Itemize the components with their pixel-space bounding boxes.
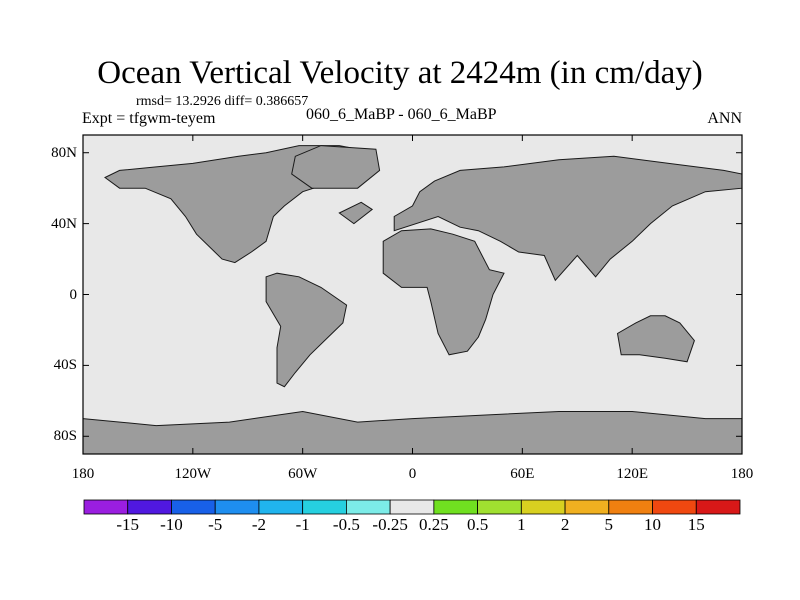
colorbar-level-label: -0.5 — [332, 515, 360, 534]
lon-tick-label: 180 — [71, 466, 95, 482]
colorbar-level-label: 2 — [560, 515, 570, 534]
colorbar-level-label: -1 — [295, 515, 310, 534]
stats-label: rmsd= 13.2926 diff= 0.386657 — [136, 94, 309, 109]
land-mask — [82, 145, 743, 455]
colorbar-level-label: -15 — [116, 515, 140, 534]
land-area — [265, 272, 348, 388]
lat-tick-label: 0 — [69, 286, 78, 303]
lon-tick-label: 60E — [510, 466, 535, 482]
lon-tick-label: 120W — [174, 466, 212, 482]
colorbar-swatch — [520, 499, 566, 515]
colorbar-swatch — [433, 499, 478, 515]
colorbar-level-label: -5 — [208, 515, 223, 534]
land-area — [291, 145, 381, 189]
lat-tick-label: 40S — [53, 357, 77, 374]
colorbar-swatch — [171, 499, 216, 515]
land-area — [382, 228, 505, 356]
colorbar-level-label: -0.25 — [372, 515, 408, 534]
colorbar-level-label: 1 — [517, 515, 526, 534]
colorbar-swatch — [608, 499, 653, 515]
colorbar-swatch — [83, 499, 129, 515]
colorbar-level-label: 10 — [644, 515, 662, 534]
colorbar-level-label: 0.25 — [418, 515, 449, 534]
colorbar-level-label: -2 — [251, 515, 266, 534]
experiment-label: Expt = tfgwm-teyem — [82, 110, 216, 127]
colorbar-swatch — [477, 499, 522, 515]
land-area — [393, 155, 743, 282]
colorbar-swatch — [695, 499, 741, 515]
case-diff-label: 060_6_MaBP - 060_6_MaBP — [306, 106, 497, 123]
colorbar-level-label: 5 — [604, 515, 614, 534]
colorbar-swatch — [564, 499, 610, 515]
colorbar-level-label: 0.5 — [466, 515, 489, 534]
land-area — [616, 315, 695, 363]
colorbar-swatch — [214, 499, 260, 515]
colorbar-swatch — [652, 499, 697, 515]
lon-tick-label: 180 — [730, 466, 754, 482]
chart-title: Ocean Vertical Velocity at 2424m (in cm/… — [97, 55, 703, 91]
season-label: ANN — [707, 110, 742, 127]
colorbar-swatch — [258, 499, 304, 515]
colorbar-swatch — [345, 499, 391, 515]
colorbar-level-label: 15 — [687, 515, 705, 534]
lon-tick-label: 120E — [616, 466, 648, 482]
lon-tick-label: 60W — [288, 466, 318, 482]
colorbar-swatch — [127, 499, 172, 515]
colorbar-level-label: -10 — [160, 515, 183, 534]
colorbar-swatch — [302, 499, 347, 515]
lat-tick-label: 40N — [51, 215, 77, 232]
lon-tick-label: 0 — [408, 466, 417, 482]
lat-tick-label: 80N — [51, 144, 77, 161]
colorbar-swatch — [389, 499, 435, 515]
lat-tick-label: 80S — [53, 428, 77, 445]
land-area — [338, 201, 374, 225]
